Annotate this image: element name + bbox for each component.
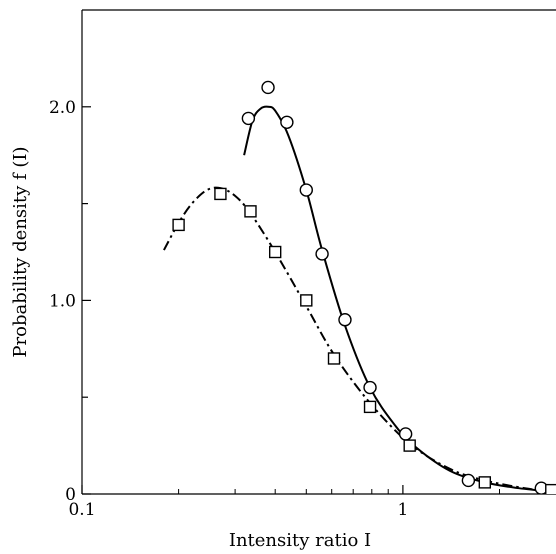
plot-area <box>163 80 556 494</box>
series-markers <box>172 80 556 494</box>
y-axis-label: Probability density f (I) <box>10 146 31 357</box>
square-data-point <box>403 439 416 452</box>
circle-data-point <box>363 380 377 395</box>
circle-data-point <box>398 427 413 441</box>
x-tick-label: 1 <box>397 500 408 520</box>
y-tick-label: 2.0 <box>49 98 76 118</box>
x-axis-label: Intensity ratio I <box>229 530 371 551</box>
square-data-point <box>478 476 492 489</box>
circle-data-point <box>280 115 294 129</box>
axis-ticks <box>81 106 556 495</box>
series-curves <box>163 105 556 494</box>
circle-data-point <box>461 473 476 488</box>
square-data-point <box>327 352 341 365</box>
plot-frame <box>81 9 556 495</box>
square-data-point <box>363 400 377 414</box>
square-data-point <box>244 205 257 218</box>
y-tick-label: 1.0 <box>49 291 76 311</box>
square-data-point <box>214 187 227 201</box>
square-data-point <box>300 294 313 307</box>
y-tick-label: 0 <box>65 485 76 505</box>
circle-data-point <box>315 247 329 261</box>
x-tick-label: 0.1 <box>68 500 95 520</box>
circle-data-point <box>241 111 256 126</box>
square-data-point <box>268 245 282 259</box>
square-data-point <box>172 218 185 232</box>
x-axis-label-text: Intensity ratio I <box>229 530 371 551</box>
circle-data-point <box>338 313 352 327</box>
square-data-point <box>545 483 556 494</box>
circle-data-point <box>299 183 313 197</box>
series-1-line <box>163 186 556 494</box>
circle-data-point <box>261 80 275 95</box>
axis-tick-labels: 0 1.0 2.0 0.1 1 <box>49 98 408 520</box>
y-axis-label-text: Probability density f (I) <box>10 146 31 357</box>
